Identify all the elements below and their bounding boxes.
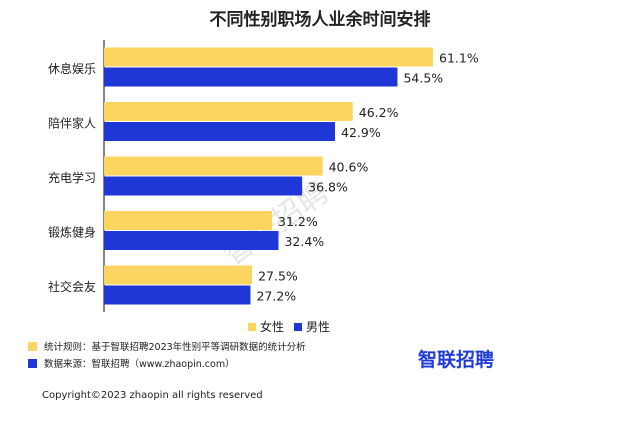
category-label: 充电学习 [48,170,96,185]
footnotes: 统计规则：基于智联招聘2023年性别平等调研数据的统计分析数据来源：智联招聘（w… [28,341,306,370]
bar [104,176,303,196]
bar [104,211,272,230]
bar [104,265,253,285]
data-label: 32.4% [284,234,324,249]
bar [104,122,335,141]
legend-label: 女性 [260,319,284,334]
footnote-swatch [28,359,37,368]
data-label: 40.6% [329,160,369,175]
footnote-text: 统计规则：基于智联招聘2023年性别平等调研数据的统计分析 [44,341,306,353]
plot-area: 休息娱乐 61.1% 54.5% 陪伴家人 46.2% 42.9% 充电学习 40.6% 36.… [48,40,479,312]
bar [104,102,353,121]
data-label: 27.2% [256,289,296,304]
category-label: 社交会友 [48,279,96,294]
data-label: 61.1% [439,51,479,66]
footnote-text: 数据来源：智联招聘（www.zhaopin.com） [44,358,235,370]
bar [104,231,279,250]
zhaopin-logo: 智联招聘 [418,348,494,371]
chart-title: 不同性别职场人业余时间安排 [210,9,431,30]
bar [104,156,323,176]
data-label: 31.2% [278,214,318,229]
data-label: 36.8% [308,180,348,195]
data-label: 42.9% [341,125,381,140]
copyright-text: Copyright©2023 zhaopin all rights reserv… [42,390,263,401]
footnote-swatch [28,342,37,351]
bar [104,67,398,87]
data-label: 46.2% [359,105,399,120]
category-label: 陪伴家人 [48,116,96,131]
data-label: 27.5% [258,269,298,284]
bar [104,285,251,305]
legend: 女性 男性 [248,319,330,334]
data-label: 54.5% [403,71,443,86]
category-label: 休息娱乐 [48,61,96,76]
legend-label: 男性 [306,320,330,334]
bar [104,47,433,67]
legend-swatch [248,323,256,331]
category-label: 锻炼健身 [48,225,96,240]
legend-swatch [294,323,302,331]
